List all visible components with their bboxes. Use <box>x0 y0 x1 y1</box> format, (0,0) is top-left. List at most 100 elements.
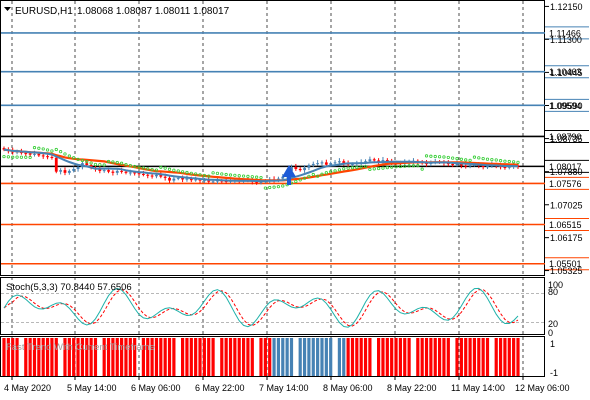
trend-bar <box>337 338 342 376</box>
trend-bar <box>159 338 163 376</box>
trend-bar <box>437 338 442 376</box>
trend-bar <box>198 338 202 376</box>
candle-body <box>59 170 63 172</box>
sar-dot <box>337 168 342 172</box>
trend-bar <box>185 338 189 376</box>
parabolic-sar <box>2 146 520 190</box>
candle-body <box>37 153 41 156</box>
sar-dot <box>120 161 124 165</box>
sar-dot <box>211 171 215 175</box>
trend-bar <box>263 338 267 376</box>
level-tag <box>545 218 589 231</box>
sar-dot <box>464 158 468 162</box>
sar-dot <box>198 173 202 177</box>
sar-dot <box>115 160 119 165</box>
candle-body <box>2 148 6 150</box>
sar-dot <box>180 170 185 174</box>
trend-bar <box>329 338 333 376</box>
dropdown-triangle-icon[interactable] <box>4 7 11 11</box>
sar-dot <box>72 156 76 160</box>
sar-dot <box>307 174 311 178</box>
sar-dot <box>385 166 389 170</box>
candle-body <box>28 153 32 155</box>
trend-bar <box>24 338 28 376</box>
trend-bar <box>377 338 381 376</box>
candle-body <box>364 161 367 163</box>
trend-bar <box>45 338 50 376</box>
trend-bar <box>237 338 241 376</box>
sar-dot <box>154 168 159 172</box>
stoch-pane[interactable] <box>0 277 545 335</box>
sar-dot <box>146 167 150 171</box>
trend-bar <box>507 338 511 376</box>
trend-bar <box>390 338 394 376</box>
sar-dot <box>89 161 93 165</box>
sar-dot <box>172 168 176 172</box>
trend-bar <box>320 338 324 376</box>
candle-body <box>446 163 450 165</box>
sar-dot <box>215 171 220 175</box>
sar-dot <box>333 169 337 173</box>
candle-body <box>324 162 328 165</box>
candle-body <box>137 173 141 175</box>
trend-bar <box>442 338 446 376</box>
candle-body <box>329 163 333 165</box>
candle-body <box>311 163 315 166</box>
candle-body <box>54 157 58 172</box>
sar-dot <box>2 154 6 159</box>
sar-dot <box>368 167 372 172</box>
candle-body <box>259 181 263 183</box>
candle-body <box>307 165 311 168</box>
trend-bar <box>220 338 224 376</box>
trend-bar <box>233 338 237 376</box>
sar-dot <box>28 155 32 159</box>
sar-dot <box>220 172 224 176</box>
trend-bar <box>224 338 228 376</box>
time-tick-label: 4 May 2020 <box>4 383 51 393</box>
sar-dot <box>76 157 80 161</box>
trend-bar <box>241 338 246 376</box>
sar-dot <box>276 185 281 189</box>
sar-dot <box>176 169 180 173</box>
trend-bar <box>141 338 145 376</box>
price-pane[interactable] <box>0 0 545 276</box>
trend-bar <box>459 338 463 376</box>
sar-dot <box>141 166 145 170</box>
trend-bar <box>63 338 67 376</box>
candle-body <box>111 171 115 173</box>
candle-body <box>255 181 259 183</box>
candle-body <box>185 178 189 180</box>
trend-bar <box>359 338 363 376</box>
sar-dot <box>133 164 137 169</box>
trend-bar <box>477 338 481 376</box>
time-tick-label: 5 May 14:00 <box>67 383 117 393</box>
fast-ma-line <box>3 148 519 183</box>
trend-bar <box>76 338 80 376</box>
time-tick-label: 6 May 06:00 <box>131 383 181 393</box>
candle-body <box>89 165 93 168</box>
sar-dot <box>241 174 246 178</box>
trend-bar <box>207 338 211 376</box>
sar-dot <box>302 176 307 180</box>
time-tick-label: 12 May 06:00 <box>515 383 570 393</box>
sar-dot <box>350 166 355 170</box>
sar-dot <box>420 167 424 171</box>
sar-dot <box>185 170 189 175</box>
sar-dot <box>320 172 324 176</box>
candle-body <box>33 153 36 155</box>
trend-bar <box>32 338 37 376</box>
candle-body <box>455 163 459 166</box>
candle-body <box>107 170 110 172</box>
trend-bar <box>485 338 490 376</box>
sar-dot <box>37 146 41 150</box>
trend-bar <box>503 338 507 376</box>
sar-dot <box>85 160 89 164</box>
sar-dot <box>359 165 363 169</box>
up-arrow-icon <box>282 165 296 185</box>
trend-bar <box>494 338 498 376</box>
sar-dot <box>490 157 494 162</box>
sar-dot <box>407 164 411 168</box>
trend-bar <box>416 338 420 376</box>
level-tag <box>545 130 589 143</box>
